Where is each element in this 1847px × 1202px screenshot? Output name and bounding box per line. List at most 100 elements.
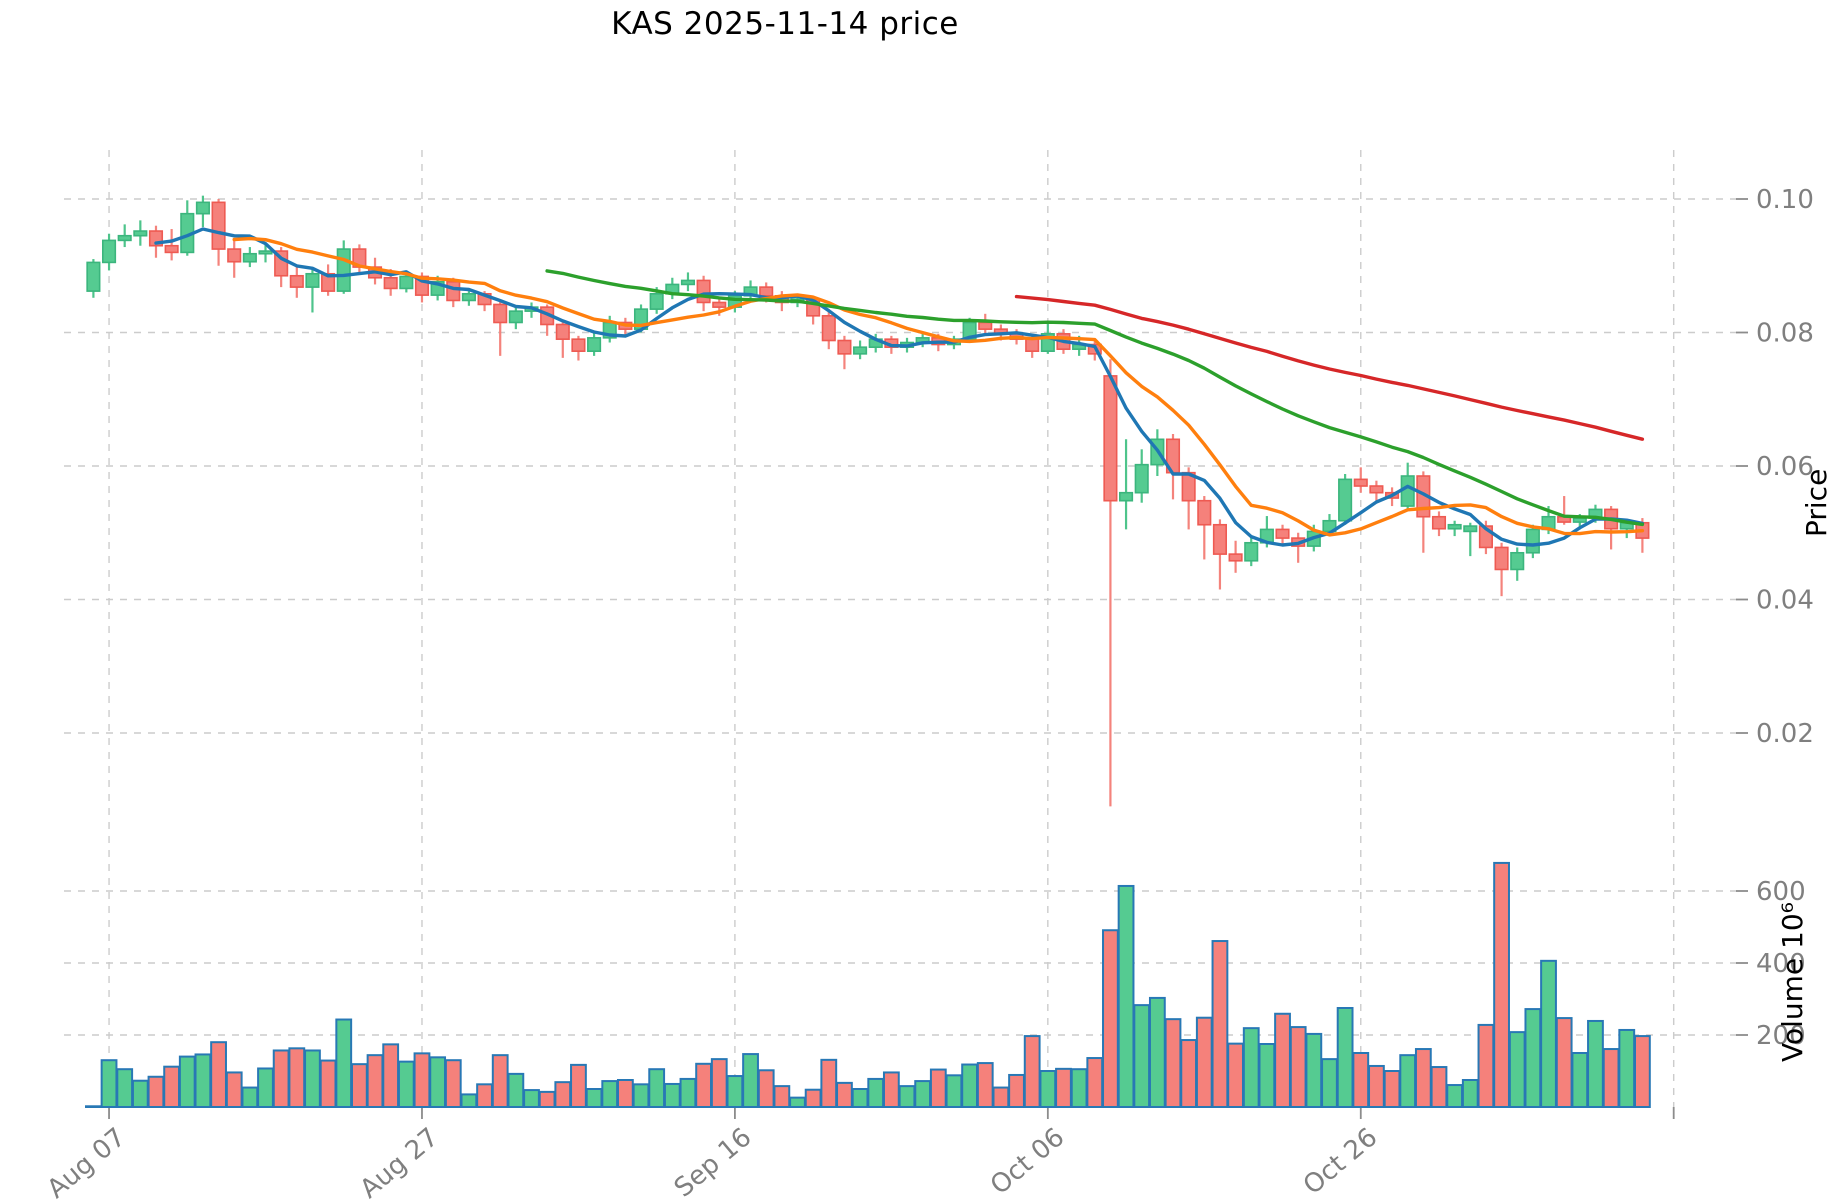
candle-body [1119, 491, 1134, 502]
volume-bar [1070, 1068, 1088, 1108]
volume-bar [491, 1054, 509, 1109]
volume-bar [585, 1088, 603, 1108]
candle-body [1431, 515, 1447, 530]
candle-body [336, 248, 351, 292]
volume-bar [1321, 1058, 1338, 1108]
volume-bar [663, 1082, 681, 1108]
volume-bar [1211, 940, 1229, 1108]
volume-bar [1102, 929, 1119, 1108]
candle-body [164, 244, 179, 254]
volume-bar [366, 1054, 384, 1109]
volume-bar [976, 1062, 994, 1108]
price-tick-label: 0.02 [1756, 719, 1814, 749]
volume-bar [304, 1049, 321, 1108]
volume-bar [1133, 1004, 1151, 1108]
volume-bar [773, 1085, 791, 1108]
volume-bar [225, 1071, 243, 1108]
volume-bar [1508, 1031, 1526, 1108]
candle-body [1369, 485, 1384, 494]
x-tick-label: Oct 26 [1298, 1122, 1383, 1200]
volume-bar [397, 1060, 415, 1109]
candle-body [242, 252, 257, 263]
candle-body [587, 337, 602, 352]
candle-body [853, 346, 868, 355]
candle-body [1228, 553, 1243, 562]
volume-bar [1195, 1016, 1213, 1108]
volume-bar [742, 1053, 759, 1108]
volume-bar [1602, 1048, 1620, 1109]
volume-bar [1524, 1008, 1542, 1109]
volume-bar [1227, 1042, 1244, 1109]
volume-bar [288, 1047, 306, 1108]
candle-body [1103, 375, 1118, 502]
volume-bar [898, 1085, 916, 1108]
volume-bar [1055, 1067, 1072, 1108]
candle-body [101, 239, 117, 264]
candle-body [1447, 523, 1462, 530]
candle-body [446, 280, 461, 302]
candle-body [1494, 546, 1509, 571]
volume-bar [1336, 1007, 1354, 1108]
candle-body [1525, 528, 1540, 554]
candle-body [1134, 463, 1149, 494]
volume-bar [429, 1056, 447, 1108]
volume-bar [1242, 1027, 1260, 1109]
volume-bar [914, 1080, 932, 1108]
volume-tick-label: 200 [1756, 1021, 1806, 1051]
candle-body [1510, 551, 1525, 571]
volume-bar [1477, 1023, 1495, 1109]
volume-axis-label: Volume 10⁶ [1776, 902, 1809, 1062]
candle-body [305, 272, 320, 288]
volume-bar [1493, 861, 1510, 1108]
volume-bar [1164, 1018, 1182, 1108]
x-tick-label: Sep 16 [669, 1122, 758, 1202]
volume-bar [1352, 1052, 1370, 1108]
volume-bar [789, 1096, 806, 1109]
candle-body [555, 323, 570, 340]
candle-body [1353, 478, 1368, 487]
volume-bar [820, 1058, 838, 1108]
candle-body [1197, 499, 1212, 526]
volume-bar [961, 1063, 979, 1109]
volume-bar [1086, 1057, 1104, 1109]
volume-bar [382, 1043, 400, 1108]
candle-body [821, 315, 836, 342]
volume-bar [992, 1086, 1010, 1109]
volume-bar [460, 1093, 478, 1109]
candle-body [321, 272, 336, 292]
candle-body [837, 339, 852, 355]
price-tick-label: 0.10 [1756, 185, 1814, 215]
volume-bar [116, 1068, 134, 1108]
candle-body [696, 279, 711, 304]
candle-body [461, 292, 476, 302]
volume-bar [836, 1081, 853, 1109]
volume-tick-label: 600 [1756, 877, 1806, 907]
candle-body [571, 338, 586, 352]
candle-body [1463, 525, 1478, 533]
volume-bar [1368, 1064, 1385, 1108]
candle-body [227, 248, 242, 263]
volume-bar [570, 1063, 587, 1109]
candle-body [978, 321, 993, 330]
volume-bar [1117, 884, 1135, 1109]
volume-bar [1555, 1017, 1573, 1109]
volume-bar [100, 1059, 118, 1108]
candle-body [493, 303, 508, 324]
volume-bar [882, 1071, 900, 1108]
volume-bar [194, 1053, 212, 1108]
candle-body [211, 201, 226, 250]
volume-bar [538, 1090, 556, 1109]
volume-bar [523, 1089, 540, 1108]
volume-bar [554, 1081, 572, 1109]
candle-body [86, 261, 101, 292]
volume-bar [1634, 1035, 1651, 1108]
candle-body [258, 250, 273, 255]
price-tick-label: 0.08 [1756, 319, 1814, 349]
volume-bar [601, 1080, 619, 1108]
volume-bar [632, 1083, 650, 1108]
volume-bar [710, 1058, 728, 1108]
volume-bar [1039, 1070, 1057, 1108]
volume-bar [1618, 1028, 1636, 1108]
volume-bar [1461, 1079, 1479, 1108]
